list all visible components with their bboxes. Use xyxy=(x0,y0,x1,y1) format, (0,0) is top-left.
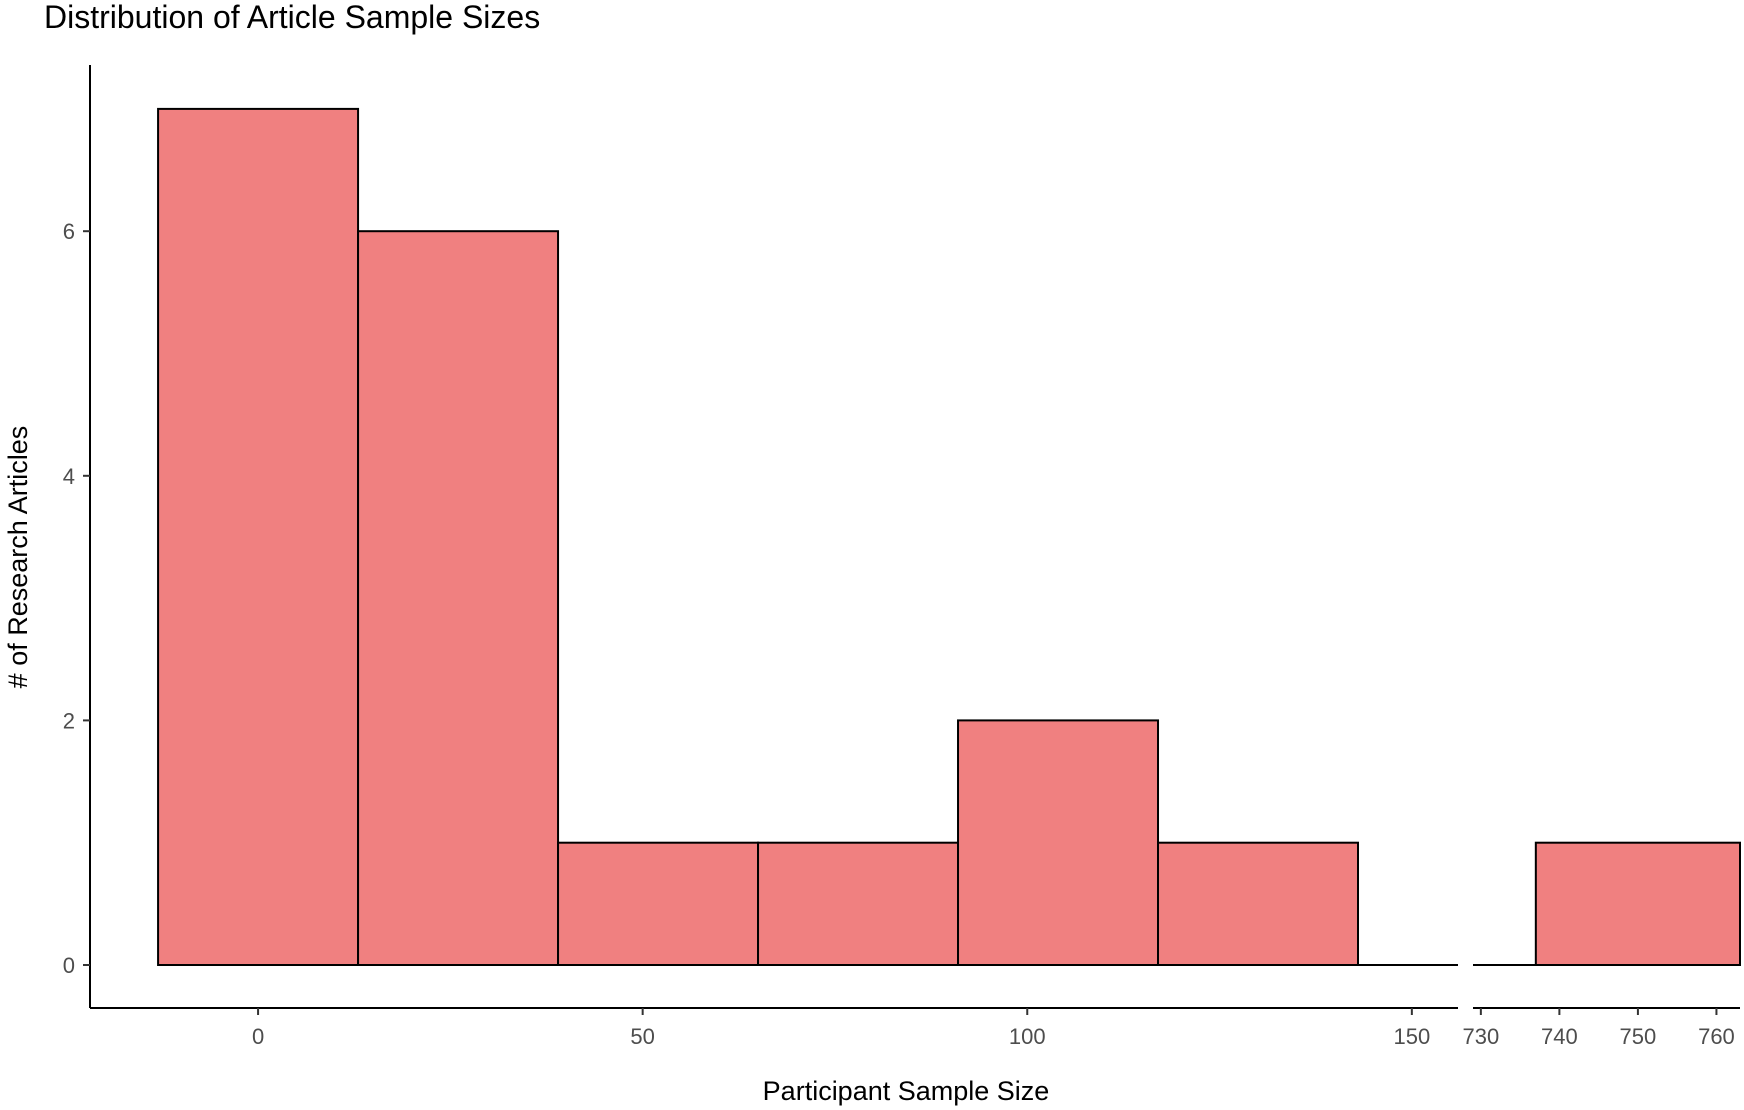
histogram-bars xyxy=(157,107,1741,967)
x-tick-label: 750 xyxy=(1620,1024,1657,1049)
x-tick-label: 0 xyxy=(252,1024,264,1049)
x-axis-title: Participant Sample Size xyxy=(763,1076,1050,1106)
y-tick-label: 2 xyxy=(63,708,75,733)
histogram-bar xyxy=(1534,841,1741,967)
x-tick-label: 50 xyxy=(630,1024,654,1049)
histogram-bar xyxy=(157,107,360,966)
histogram-bar xyxy=(557,841,760,967)
y-tick-label: 0 xyxy=(63,953,75,978)
x-tick-label: 760 xyxy=(1698,1024,1735,1049)
histogram-bar xyxy=(1157,841,1360,967)
y-tick-label: 4 xyxy=(63,464,75,489)
x-axis-segments: 0 50 100 150 730 740 750 760 xyxy=(90,1007,1740,1049)
histogram-bar xyxy=(357,230,560,966)
y-axis-ticks: 0 2 4 6 xyxy=(63,219,90,978)
chart-title: Distribution of Article Sample Sizes xyxy=(44,0,540,35)
x-tick-label: 150 xyxy=(1393,1024,1430,1049)
x-tick-label: 100 xyxy=(1009,1024,1046,1049)
x-tick-label: 730 xyxy=(1462,1024,1499,1049)
y-tick-label: 6 xyxy=(63,219,75,244)
y-axis-title: # of Research Articles xyxy=(3,426,33,689)
histogram-bar xyxy=(957,719,1160,967)
x-tick-label: 740 xyxy=(1541,1024,1578,1049)
histogram-bar xyxy=(757,841,960,967)
